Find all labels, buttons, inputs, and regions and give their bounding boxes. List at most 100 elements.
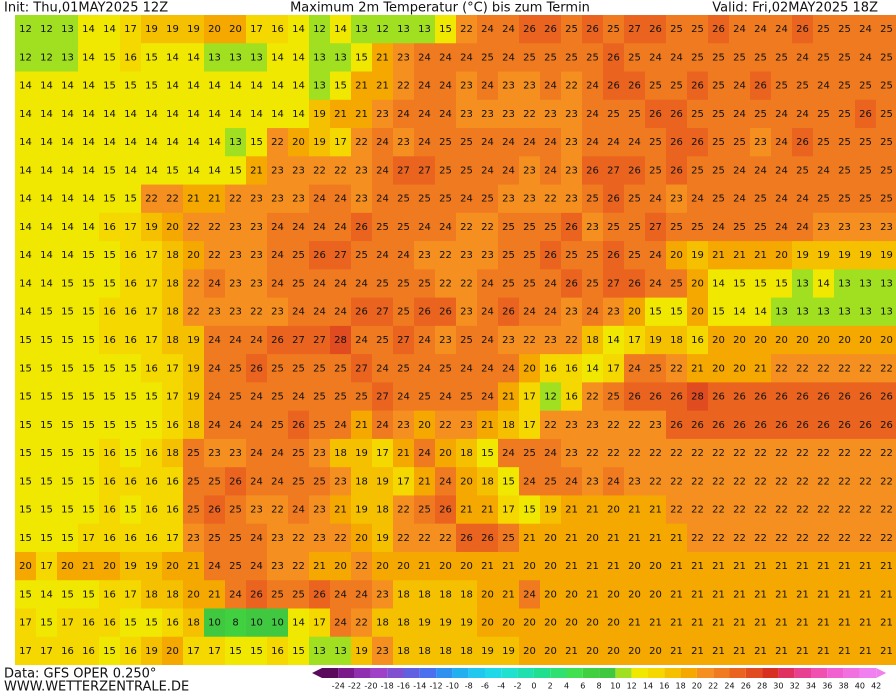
temp-value: 14 <box>208 137 221 148</box>
temp-value: 27 <box>334 250 347 261</box>
temp-value: 21 <box>796 646 809 657</box>
temp-cell <box>183 495 205 525</box>
colorbar-swatch <box>745 668 763 678</box>
temp-cell <box>477 212 499 242</box>
temp-cell <box>729 43 751 73</box>
temp-cell <box>414 156 436 186</box>
temp-cell <box>750 325 772 355</box>
temp-cell <box>183 325 205 355</box>
temp-value: 24 <box>313 307 326 318</box>
temp-cell <box>561 43 583 73</box>
temp-cell <box>78 325 100 355</box>
temp-value: 24 <box>271 250 284 261</box>
temp-cell <box>582 184 604 214</box>
temp-cell <box>792 580 814 609</box>
temp-cell <box>813 608 835 638</box>
temp-value: 22 <box>691 533 704 544</box>
temp-cell <box>288 495 310 525</box>
colorbar-label: 32 <box>790 682 800 691</box>
temp-cell <box>204 354 226 383</box>
temp-cell <box>162 71 184 101</box>
temp-value: 14 <box>124 109 137 120</box>
temp-cell <box>393 580 415 609</box>
temp-value: 15 <box>712 307 725 318</box>
temp-cell <box>15 269 37 299</box>
temp-value: 25 <box>187 448 200 459</box>
temp-value: 24 <box>481 165 494 176</box>
temp-value: 23 <box>376 646 389 657</box>
temp-cell <box>372 71 394 101</box>
temp-value: 20 <box>229 24 242 35</box>
temp-cell <box>309 297 331 327</box>
temp-cell <box>78 156 100 186</box>
temp-value: 24 <box>292 392 305 403</box>
temp-value: 25 <box>775 52 788 63</box>
temp-cell <box>498 15 520 44</box>
temp-value: 24 <box>376 250 389 261</box>
temp-cell <box>309 438 331 468</box>
temp-value: 21 <box>187 561 200 572</box>
temp-value: 21 <box>712 589 725 600</box>
temp-cell <box>813 241 835 270</box>
temp-cell <box>225 495 247 525</box>
temp-value: 15 <box>145 81 158 92</box>
temp-cell <box>813 410 835 440</box>
temp-value: 24 <box>313 278 326 289</box>
temp-cell <box>687 297 709 327</box>
temp-value: 24 <box>649 194 662 205</box>
colorbar-label: 30 <box>773 682 783 691</box>
temp-cell <box>435 184 457 214</box>
temp-value: 25 <box>691 165 704 176</box>
temp-value: 25 <box>586 194 599 205</box>
temp-value: 19 <box>355 505 368 516</box>
temp-cell <box>624 382 646 412</box>
temp-cell <box>855 580 877 609</box>
temp-value: 18 <box>418 589 431 600</box>
colorbar-label: 24 <box>724 682 734 691</box>
temp-cell <box>99 382 121 412</box>
temp-value: 23 <box>460 81 473 92</box>
temp-cell <box>267 241 289 270</box>
temp-value: 22 <box>775 533 788 544</box>
temp-value: 15 <box>40 533 53 544</box>
temp-cell <box>603 15 625 44</box>
temp-value: 24 <box>754 24 767 35</box>
temp-cell <box>645 128 667 157</box>
temp-cell <box>561 297 583 327</box>
temp-value: 23 <box>271 194 284 205</box>
temp-value: 24 <box>250 335 263 346</box>
temp-value: 13 <box>418 24 431 35</box>
temp-value: 21 <box>649 505 662 516</box>
temp-value: 16 <box>124 307 137 318</box>
temp-value: 21 <box>712 561 725 572</box>
temp-value: 15 <box>82 505 95 516</box>
temp-cell <box>582 523 604 553</box>
temp-cell <box>477 128 499 157</box>
temp-cell <box>540 184 562 214</box>
temp-value: 15 <box>103 646 116 657</box>
temp-value: 25 <box>187 476 200 487</box>
temp-value: 24 <box>502 52 515 63</box>
temp-cell <box>582 156 604 186</box>
temp-cell <box>372 184 394 214</box>
temp-value: 24 <box>481 392 494 403</box>
temp-cell <box>15 523 37 553</box>
temp-value: 25 <box>523 448 536 459</box>
temp-cell <box>498 608 520 638</box>
temp-value: 15 <box>40 420 53 431</box>
temp-cell <box>540 467 562 496</box>
temp-cell <box>57 99 79 129</box>
temp-value: 26 <box>691 137 704 148</box>
temp-cell <box>855 99 877 129</box>
temp-value: 25 <box>544 222 557 233</box>
temp-value: 21 <box>82 561 95 572</box>
temp-cell <box>351 636 373 666</box>
temp-value: 22 <box>187 278 200 289</box>
temp-cell <box>519 212 541 242</box>
temp-cell <box>456 467 478 496</box>
temp-value: 14 <box>229 109 242 120</box>
temp-cell <box>519 495 541 525</box>
temp-value: 23 <box>313 533 326 544</box>
temp-value: 19 <box>313 137 326 148</box>
temp-cell <box>645 297 667 327</box>
